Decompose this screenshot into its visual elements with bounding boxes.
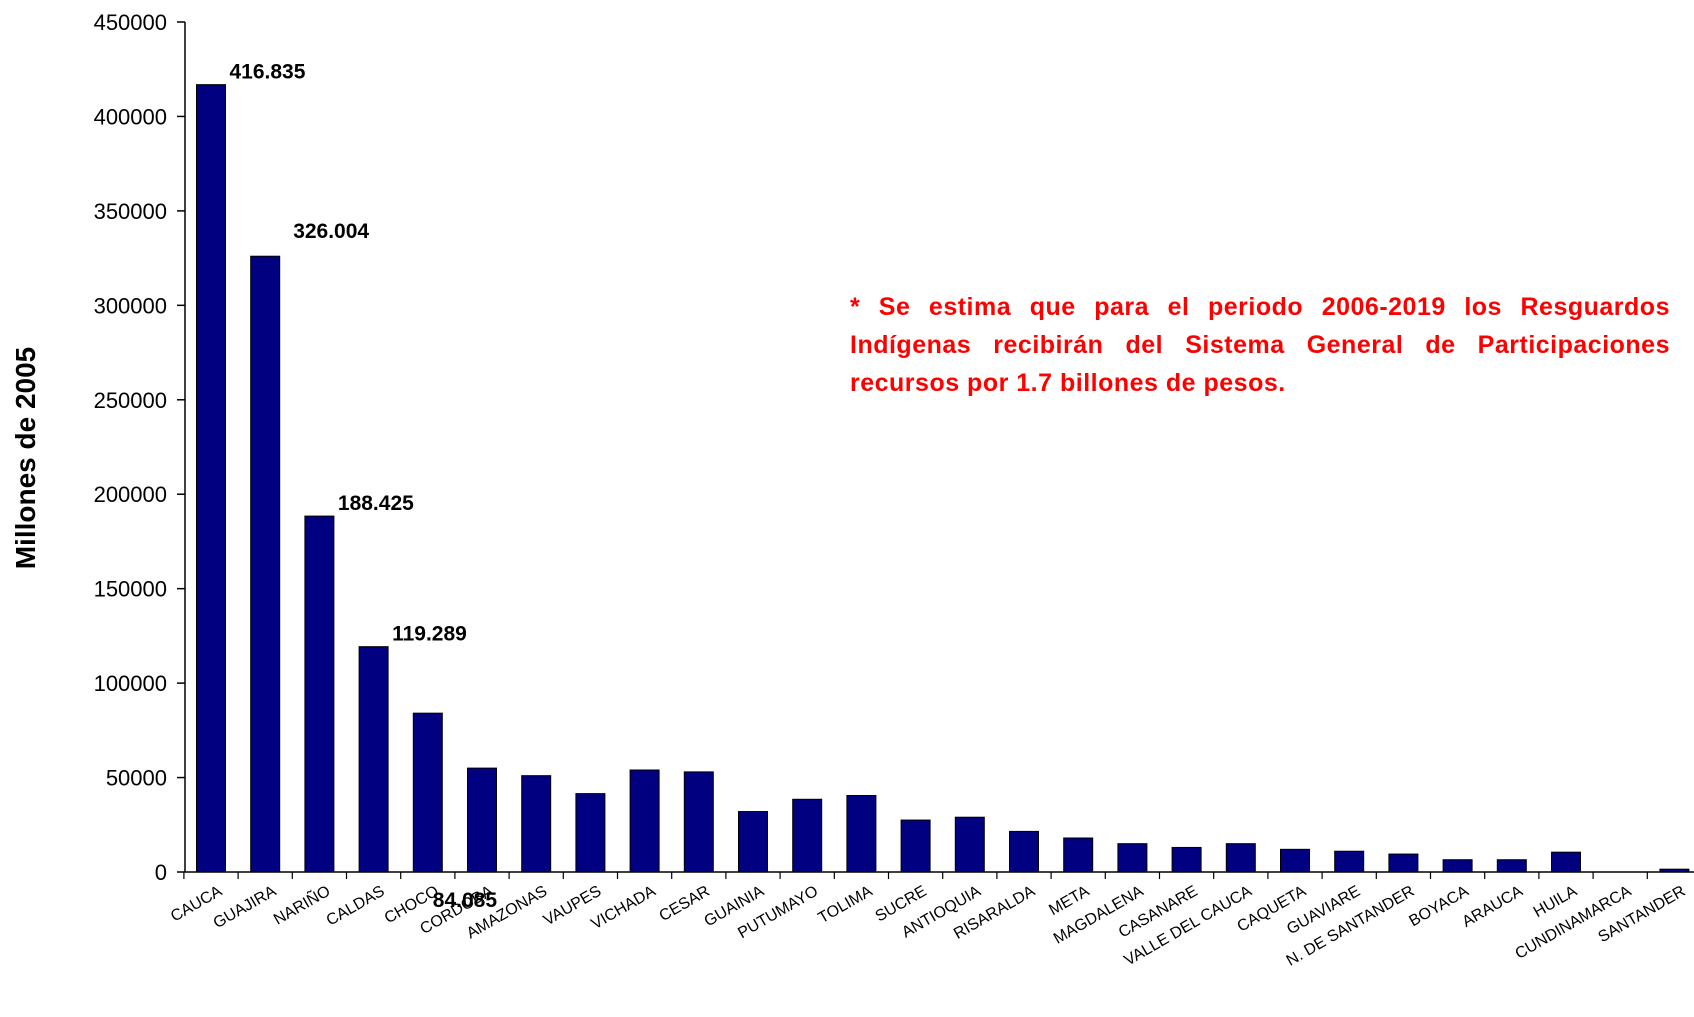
bar — [792, 798, 823, 873]
y-tick-label: 100000 — [94, 671, 167, 696]
bar — [1117, 843, 1148, 873]
bar — [1551, 851, 1581, 873]
bar — [1388, 853, 1419, 873]
y-tick-label: 250000 — [94, 388, 167, 413]
bar — [1280, 848, 1310, 873]
y-tick-label: 0 — [155, 860, 167, 885]
y-tick-label: 200000 — [94, 482, 167, 507]
y-tick-label: 450000 — [94, 10, 167, 35]
bar — [358, 646, 389, 873]
x-tick-label: ARAUCA — [1460, 883, 1527, 931]
x-tick-label: BOYACA — [1406, 883, 1472, 931]
bar — [846, 795, 877, 873]
bar — [1009, 830, 1039, 873]
bar — [1496, 859, 1527, 873]
x-tick-label: NARIÑO — [270, 880, 334, 928]
y-tick-label: 400000 — [94, 104, 167, 129]
bar — [575, 793, 606, 873]
y-axis-label: Millones de 2005 — [10, 346, 41, 570]
data-label: 188.425 — [338, 492, 414, 515]
y-tick-label: 300000 — [94, 293, 167, 318]
x-tick-label: TOLIMA — [816, 883, 876, 928]
annotation-note: * Se estima que para el periodo 2006-201… — [850, 293, 1670, 397]
bar — [900, 819, 931, 873]
data-label: 84.085 — [433, 889, 498, 912]
bar — [629, 769, 660, 873]
y-tick-label: 50000 — [106, 766, 167, 791]
data-label: 119.289 — [392, 623, 467, 646]
bar — [304, 515, 335, 873]
x-tick-label: CALDAS — [324, 883, 388, 930]
bar — [954, 816, 985, 873]
bar — [1442, 859, 1473, 873]
bar — [1225, 843, 1256, 873]
bar — [196, 84, 226, 873]
bar — [467, 767, 497, 873]
bar — [250, 255, 281, 873]
bar — [412, 712, 443, 873]
y-tick-label: 150000 — [94, 577, 167, 602]
bar — [1659, 868, 1690, 873]
bar — [683, 771, 714, 873]
data-label: 326.004 — [293, 220, 369, 243]
bar — [1334, 850, 1365, 873]
bar — [738, 811, 768, 873]
bar — [1063, 837, 1094, 873]
data-label: 416.835 — [230, 61, 306, 84]
bar — [1171, 846, 1202, 873]
y-tick-label: 350000 — [94, 199, 167, 224]
x-tick-label: GUAJIRA — [211, 883, 280, 933]
bar — [521, 775, 552, 873]
